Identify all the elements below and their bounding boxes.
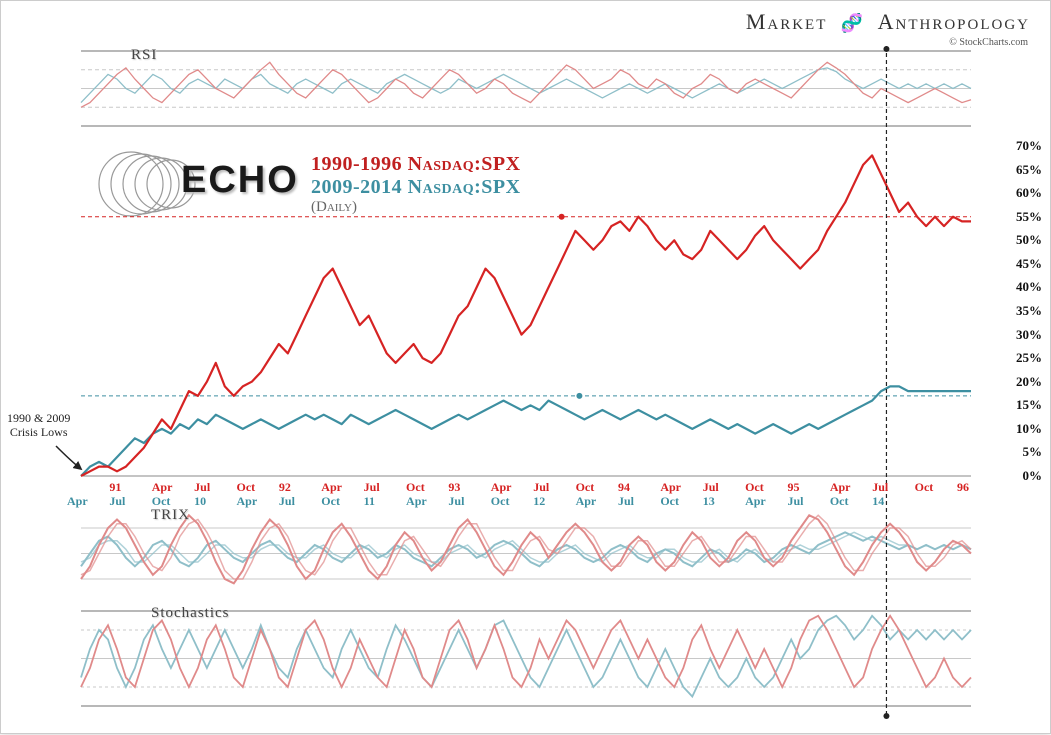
x-tick-teal: Oct (321, 494, 340, 509)
y-tick-label: 60% (1016, 185, 1042, 201)
x-tick-teal: 12 (533, 494, 545, 509)
x-tick-red: Apr (830, 480, 851, 495)
x-tick-red: 91 (109, 480, 121, 495)
x-tick-teal: Apr (745, 494, 766, 509)
y-tick-label: 50% (1016, 232, 1042, 248)
x-tick-teal: Oct (152, 494, 171, 509)
y-tick-label: 0% (1023, 468, 1043, 484)
x-tick-teal: Jul (448, 494, 464, 509)
x-tick-red: Apr (321, 480, 342, 495)
y-tick-label: 25% (1016, 350, 1042, 366)
rsi-panel-label: RSI (131, 47, 157, 64)
x-tick-teal: Apr (576, 494, 597, 509)
y-tick-label: 30% (1016, 327, 1042, 343)
y-tick-label: 45% (1016, 256, 1042, 272)
x-tick-teal: Jul (109, 494, 125, 509)
x-tick-teal: Apr (406, 494, 427, 509)
x-tick-red: Apr (152, 480, 173, 495)
x-tick-red: Oct (237, 480, 256, 495)
x-tick-red: Oct (576, 480, 595, 495)
trix-panel-label: TRIX (151, 507, 190, 524)
x-tick-teal: Oct (660, 494, 679, 509)
stoch-panel-label: Stochastics (151, 605, 230, 622)
y-tick-label: 15% (1016, 397, 1042, 413)
y-tick-label: 5% (1023, 444, 1043, 460)
x-tick-red: Jul (872, 480, 888, 495)
y-tick-label: 20% (1016, 374, 1042, 390)
y-tick-label: 65% (1016, 162, 1042, 178)
x-tick-teal: 13 (703, 494, 715, 509)
y-tick-label: 35% (1016, 303, 1042, 319)
x-tick-teal: Jul (618, 494, 634, 509)
x-tick-red: 96 (957, 480, 969, 495)
x-tick-red: Oct (915, 480, 934, 495)
x-tick-teal: Oct (491, 494, 510, 509)
x-tick-red: Oct (745, 480, 764, 495)
x-tick-teal: 11 (364, 494, 375, 509)
x-tick-red: Apr (660, 480, 681, 495)
x-tick-teal: Jul (279, 494, 295, 509)
x-tick-teal: 14 (872, 494, 884, 509)
y-tick-label: 70% (1016, 138, 1042, 154)
y-tick-label: 40% (1016, 279, 1042, 295)
y-tick-label: 55% (1016, 209, 1042, 225)
x-tick-red: 92 (279, 480, 291, 495)
x-tick-red: Jul (533, 480, 549, 495)
x-tick-red: Oct (406, 480, 425, 495)
x-tick-teal: Jul (787, 494, 803, 509)
x-tick-teal: 10 (194, 494, 206, 509)
x-tick-red: Jul (364, 480, 380, 495)
x-tick-red: 95 (787, 480, 799, 495)
x-tick-red: 94 (618, 480, 630, 495)
x-tick-teal: Apr (237, 494, 258, 509)
x-tick-red: 93 (448, 480, 460, 495)
x-tick-teal: Apr (67, 494, 88, 509)
x-tick-red: Jul (194, 480, 210, 495)
chart-svg (1, 1, 1051, 735)
x-tick-teal: Oct (830, 494, 849, 509)
x-tick-red: Jul (703, 480, 719, 495)
x-tick-red: Apr (491, 480, 512, 495)
y-tick-label: 10% (1016, 421, 1042, 437)
